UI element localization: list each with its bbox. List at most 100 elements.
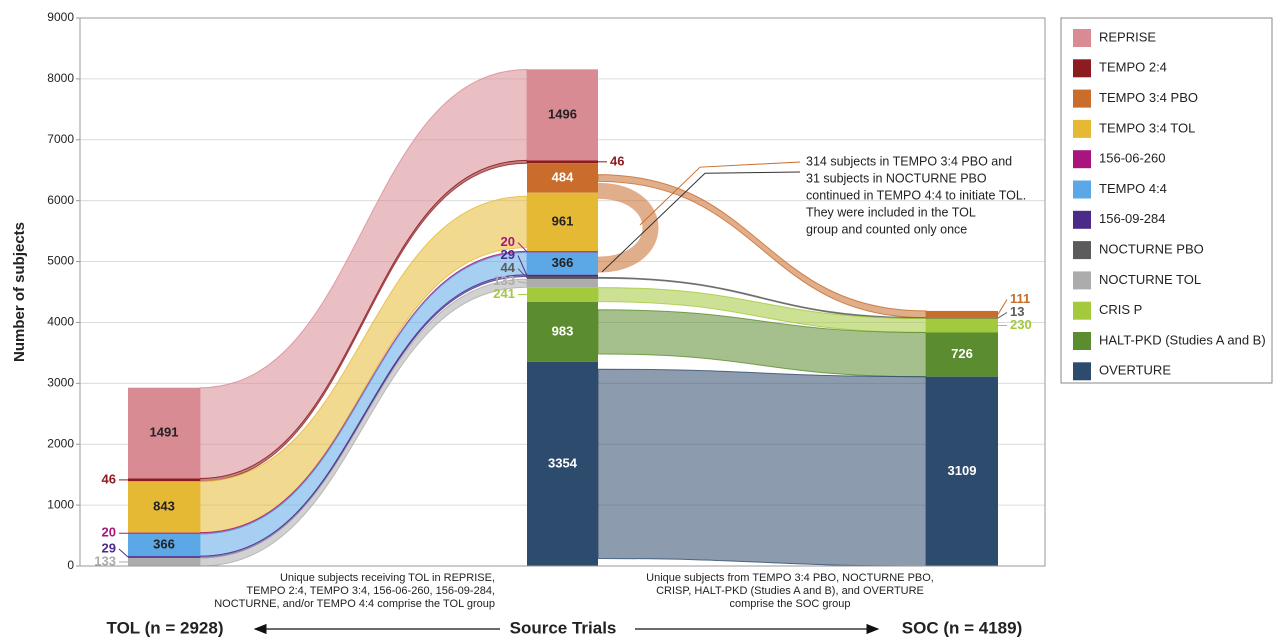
legend-label: NOCTURNE TOL — [1099, 272, 1201, 287]
legend-label: TEMPO 2:4 — [1099, 60, 1167, 75]
bar-segment — [926, 318, 998, 333]
category-label: Source Trials — [510, 618, 617, 637]
segment-label: 3354 — [548, 455, 578, 470]
annotation: 31 subjects in NOCTURNE PBO — [806, 171, 987, 185]
bar-segment — [527, 276, 598, 280]
legend-swatch — [1073, 271, 1091, 290]
bar-segment — [128, 557, 200, 566]
bar-segment — [128, 481, 200, 533]
legend-swatch — [1073, 210, 1091, 229]
label-leader — [517, 281, 528, 284]
bar-segment — [527, 301, 598, 362]
bar-segment — [128, 387, 200, 479]
y-tick-label: 9000 — [47, 10, 74, 24]
bar-segment — [527, 361, 598, 566]
category-label: TOL (n = 2928) — [107, 618, 224, 637]
legend-swatch — [1073, 119, 1091, 138]
category-label: SOC (n = 4189) — [902, 618, 1022, 637]
bar-segment — [527, 192, 598, 252]
segment-label: 44 — [501, 260, 516, 275]
legend-label: 156-09-284 — [1099, 211, 1166, 226]
bar-segment — [527, 251, 598, 253]
legend-swatch — [1073, 29, 1091, 47]
bar-segment — [527, 160, 598, 164]
bar-segment — [926, 376, 998, 566]
label-leader — [997, 299, 1008, 315]
bar-segment — [128, 533, 200, 557]
plot-frame — [79, 17, 1046, 567]
segment-label: 484 — [552, 169, 574, 184]
bar-segment — [527, 69, 598, 161]
bar-segment — [128, 532, 200, 534]
tol-note: TEMPO 2:4, TEMPO 3:4, 156-06-260, 156-09… — [246, 585, 495, 597]
y-tick-label: 6000 — [47, 193, 74, 207]
legend-label: HALT-PKD (Studies A and B) — [1099, 332, 1266, 347]
segment-label: 46 — [610, 153, 624, 168]
segment-label: 230 — [1010, 317, 1032, 332]
bar-segment — [527, 274, 598, 277]
segment-label: 726 — [951, 346, 973, 361]
segment-label: 1496 — [548, 106, 577, 121]
bar-segment — [527, 163, 598, 193]
tol-note: NOCTURNE, and/or TEMPO 4:4 comprise the … — [214, 598, 495, 610]
legend-swatch — [1073, 180, 1091, 199]
bar-segment — [128, 478, 200, 482]
tol-note: Unique subjects receiving TOL in REPRISE… — [280, 572, 495, 584]
legend-swatch — [1073, 301, 1091, 320]
legend-frame — [1060, 17, 1273, 384]
label-leader — [517, 268, 528, 279]
bars — [128, 69, 998, 566]
bar-segment — [527, 279, 598, 288]
segment-label: 13 — [1010, 304, 1024, 319]
segment-label: 111 — [1010, 291, 1030, 306]
legend-swatch — [1073, 362, 1091, 381]
soc-note: comprise the SOC group — [729, 598, 850, 610]
bar-segment — [527, 287, 598, 302]
y-axis-label: Number of subjects — [11, 222, 28, 362]
y-tick-label: 8000 — [47, 71, 74, 85]
annotation: 314 subjects in TEMPO 3:4 PBO and — [806, 154, 1012, 168]
segment-label: 983 — [552, 323, 574, 338]
legend-label: OVERTURE — [1099, 363, 1171, 378]
bar-segment — [926, 332, 998, 377]
segment-label: 3109 — [948, 463, 977, 478]
annotation-leader — [601, 171, 801, 273]
legend-label: CRIS P — [1099, 302, 1142, 317]
segment-label: 29 — [501, 247, 515, 262]
legend-label: NOCTURNE PBO — [1099, 242, 1204, 257]
carryover-loop — [597, 182, 659, 273]
annotation-leader — [639, 161, 801, 226]
y-tick-label: 7000 — [47, 132, 74, 146]
y-tick-label: 3000 — [47, 376, 74, 390]
segment-label: 29 — [102, 540, 116, 555]
label-leader — [517, 242, 528, 253]
legend-swatch — [1073, 150, 1091, 169]
label-leader — [118, 548, 129, 558]
bar-segment — [527, 252, 598, 275]
y-tick-label: 0 — [67, 558, 74, 572]
annotation: continued in TEMPO 4:4 to initiate TOL. — [806, 188, 1026, 202]
legend-label: REPRISE — [1099, 29, 1156, 44]
segment-label: 366 — [552, 255, 574, 270]
label-leader — [997, 312, 1008, 319]
segment-label: 20 — [501, 234, 515, 249]
legend-swatch — [1073, 89, 1091, 108]
y-tick-label: 1000 — [47, 497, 74, 511]
legend-label: TEMPO 3:4 PBO — [1099, 90, 1198, 105]
legend-label: TEMPO 4:4 — [1099, 181, 1167, 196]
label-leader — [517, 255, 528, 276]
legend-swatch — [1073, 332, 1091, 350]
legend-label: 156-06-260 — [1099, 151, 1166, 166]
annotation: group and counted only once — [806, 222, 967, 236]
flows — [199, 68, 927, 567]
segment-label: 961 — [552, 213, 574, 228]
legend-swatch — [1073, 59, 1091, 78]
legend: REPRISE TEMPO 2:4 TEMPO 3:4 PBO TEMPO 3:4 T… — [1060, 17, 1273, 384]
bar-segment — [926, 310, 998, 318]
segment-label: 1491 — [150, 425, 179, 440]
soc-note: CRISP, HALT-PKD (Studies A and B), and O… — [656, 585, 924, 597]
legend-swatch — [1073, 241, 1091, 260]
segment-label: 133 — [493, 273, 515, 288]
bar-segment — [128, 556, 200, 558]
segment-label: 843 — [153, 498, 175, 513]
